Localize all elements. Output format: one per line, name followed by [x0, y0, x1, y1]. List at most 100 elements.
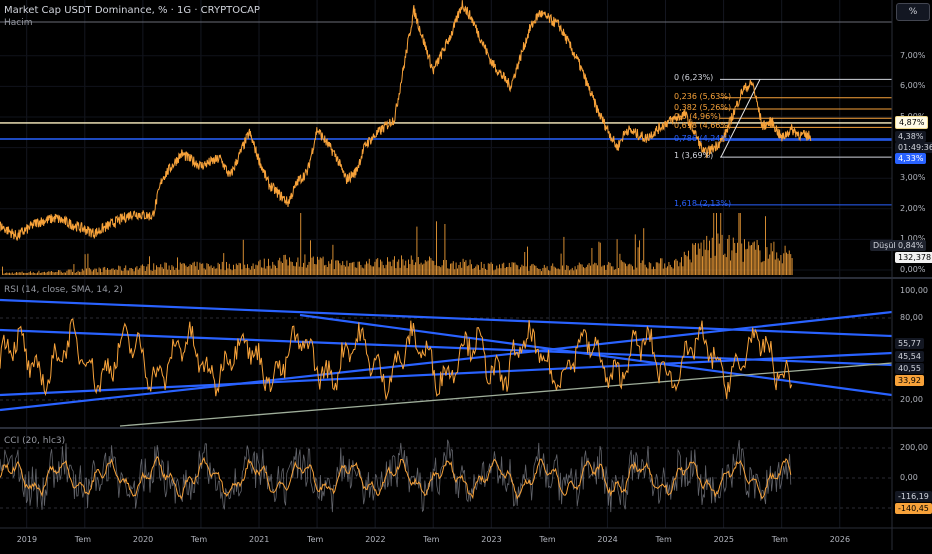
volume-bar [560, 253, 562, 275]
volume-bar [263, 258, 265, 275]
volume-bar [541, 271, 542, 275]
volume-bar [459, 262, 461, 275]
volume-bar [539, 268, 541, 275]
price-axis-tick: 6,00% [900, 81, 926, 91]
time-tick-label: 2022 [365, 535, 386, 544]
volume-bar [689, 259, 691, 275]
volume-bar [681, 257, 682, 275]
volume-bar [475, 266, 477, 275]
volume-bar [147, 264, 149, 275]
volume-bar [713, 213, 715, 275]
volume-bar [321, 258, 323, 275]
volume-bar [144, 271, 146, 275]
volume-bar [261, 267, 262, 275]
volume-bar [105, 269, 107, 275]
volume-bar [569, 270, 570, 275]
volume-bar [340, 265, 342, 275]
volume-bar [490, 262, 492, 275]
volume-bar [671, 267, 673, 275]
volume-bar [783, 253, 785, 275]
volume-bar [522, 265, 524, 275]
volume-bar [416, 226, 418, 275]
volume-bar [563, 236, 565, 275]
volume-bar [284, 254, 286, 275]
volume-bar [331, 259, 332, 275]
volume-bar [77, 270, 79, 275]
volume-bar [776, 252, 778, 275]
volume-bar [688, 250, 689, 275]
volume-bar [486, 270, 488, 275]
percent-scale-button[interactable]: % [896, 3, 930, 21]
volume-bar [361, 267, 363, 275]
volume-bar [699, 248, 701, 275]
volume-bar [172, 266, 174, 275]
volume-bar [668, 262, 670, 275]
volume-bar [774, 259, 776, 275]
volume-bar [353, 261, 355, 275]
volume-bar [496, 265, 498, 275]
rsi-value-tag: 33,92 [895, 375, 924, 386]
low-label-tag: Düşük [870, 240, 902, 251]
volume-bar [301, 266, 303, 275]
volume-bar [447, 268, 449, 275]
volume-bar [34, 273, 36, 275]
volume-bar [538, 268, 540, 275]
volume-bar [468, 265, 470, 275]
volume-bar [430, 258, 432, 275]
volume-bar [675, 258, 677, 275]
volume-bar [65, 272, 66, 275]
volume-bar [150, 270, 152, 275]
volume-bar [227, 268, 229, 275]
volume-bar [791, 258, 793, 275]
volume-bar [41, 272, 43, 275]
volume-bar [370, 265, 372, 275]
volume-bar [149, 256, 150, 275]
volume-bar [787, 253, 789, 275]
volume-bar [734, 243, 736, 275]
volume-bar [275, 265, 276, 275]
volume-bar [133, 271, 135, 275]
volume-bar [252, 263, 254, 275]
volume-bar [237, 265, 239, 275]
volume-bar [674, 260, 675, 275]
volume-bar [116, 269, 118, 275]
volume-bar [251, 266, 253, 275]
volume-bar [319, 257, 321, 275]
volume-bar [716, 213, 717, 275]
time-tick-label: 2020 [132, 535, 154, 544]
volume-bar [42, 272, 44, 275]
volume-bar [765, 216, 766, 275]
volume-bar [567, 265, 569, 275]
volume-bar [265, 268, 267, 275]
cci-raw-series-line [0, 439, 792, 513]
volume-bar [226, 262, 227, 275]
volume-bar [501, 263, 503, 275]
volume-bar [772, 251, 773, 275]
volume-bar [616, 239, 618, 275]
volume-bar [723, 254, 724, 275]
volume-bar [717, 233, 719, 275]
volume-bar [443, 260, 444, 275]
volume-bar [619, 253, 621, 275]
volume-bar [608, 261, 610, 275]
volume-bar [72, 271, 73, 275]
volume-bar [767, 258, 769, 275]
volume-bar [181, 263, 183, 275]
volume-bar [577, 265, 579, 275]
volume-bar [625, 263, 626, 275]
volume-bar [175, 267, 177, 275]
volume-bar [200, 263, 202, 275]
volume-bar [413, 264, 415, 275]
cci-axis-tick: 0,00 [900, 473, 918, 482]
volume-bar [648, 262, 650, 275]
volume-bar [585, 266, 587, 275]
volume-bar [473, 268, 475, 275]
volume-bar [612, 266, 614, 275]
volume-bar [476, 264, 478, 275]
volume-bar [325, 264, 327, 275]
volume-bar [2, 266, 3, 275]
volume-bar [283, 255, 285, 275]
volume-bar [682, 266, 684, 275]
volume-bar [276, 268, 278, 275]
